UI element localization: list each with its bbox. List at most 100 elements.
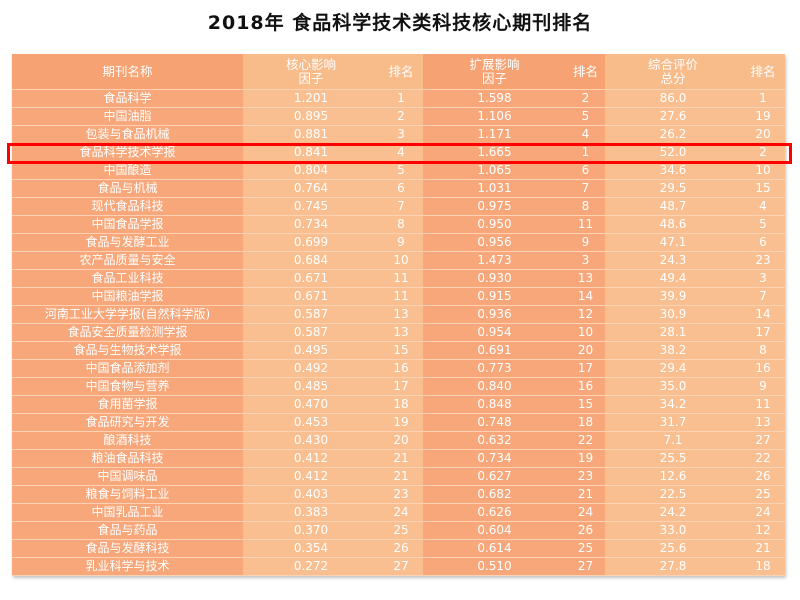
total-score-cell: 48.6	[605, 215, 741, 234]
journal-name-cell: 中国粮油学报	[12, 287, 243, 306]
page-title: 2018年 食品科学技术类科技核心期刊排名	[207, 12, 593, 34]
core-impact-factor-cell: 0.403	[243, 485, 379, 504]
core-impact-factor-cell: 0.492	[243, 359, 379, 378]
table-row: 河南工业大学学报(自然科学版) 0.587 13 0.936 12 30.9 14	[12, 305, 785, 324]
journal-name-cell: 食品安全质量检测学报	[12, 323, 243, 342]
extended-impact-factor-cell: 0.936	[423, 305, 566, 324]
core-impact-factor-cell: 0.881	[243, 125, 379, 144]
core-impact-factor-cell: 0.370	[243, 521, 379, 540]
core-rank-cell: 6	[379, 179, 423, 198]
journal-name-cell: 中国食品学报	[12, 215, 243, 234]
table-row: 中国食物与营养 0.485 17 0.840 16 35.0 9	[12, 377, 785, 396]
core-rank-cell: 3	[379, 125, 423, 144]
core-rank-cell: 8	[379, 215, 423, 234]
total-score-cell: 12.6	[605, 467, 741, 486]
header-ext-rank: 排名	[566, 54, 605, 90]
total-rank-cell: 3	[741, 269, 785, 288]
table-row: 中国粮油学报 0.671 11 0.915 14 39.9 7	[12, 287, 785, 306]
total-score-cell: 31.7	[605, 413, 741, 432]
header-row: 期刊名称 核心影响 因子 排名 扩展影响 因子 排名 综合评价 总分 排名	[12, 54, 785, 90]
extended-impact-factor-cell: 0.614	[423, 539, 566, 558]
table-row: 中国酿造 0.804 5 1.065 6 34.6 10	[12, 161, 785, 180]
journal-name-cell: 农产品质量与安全	[12, 251, 243, 270]
core-rank-cell: 20	[379, 431, 423, 450]
extended-impact-factor-cell: 0.734	[423, 449, 566, 468]
table-row: 中国食品添加剂 0.492 16 0.773 17 29.4 16	[12, 359, 785, 378]
table-row: 食品与发酵工业 0.699 9 0.956 9 47.1 6	[12, 233, 785, 252]
extended-impact-factor-cell: 0.954	[423, 323, 566, 342]
extended-impact-factor-cell: 0.848	[423, 395, 566, 414]
total-rank-cell: 1	[741, 89, 785, 108]
table-row: 粮油食品科技 0.412 21 0.734 19 25.5 22	[12, 449, 785, 468]
core-rank-cell: 23	[379, 485, 423, 504]
header-total-rank: 排名	[741, 54, 785, 90]
table-row: 中国调味品 0.412 21 0.627 23 12.6 26	[12, 467, 785, 486]
core-impact-factor-cell: 0.745	[243, 197, 379, 216]
total-rank-cell: 8	[741, 341, 785, 360]
core-impact-factor-cell: 0.485	[243, 377, 379, 396]
extended-rank-cell: 12	[566, 305, 605, 324]
core-rank-cell: 16	[379, 359, 423, 378]
journal-name-cell: 中国油脂	[12, 107, 243, 126]
total-rank-cell: 13	[741, 413, 785, 432]
extended-rank-cell: 18	[566, 413, 605, 432]
journal-name-cell: 食品研究与开发	[12, 413, 243, 432]
extended-rank-cell: 23	[566, 467, 605, 486]
total-rank-cell: 19	[741, 107, 785, 126]
core-rank-cell: 7	[379, 197, 423, 216]
extended-impact-factor-cell: 0.627	[423, 467, 566, 486]
extended-impact-factor-cell: 0.950	[423, 215, 566, 234]
total-score-cell: 49.4	[605, 269, 741, 288]
header-ext-if-line2: 因子	[481, 70, 507, 86]
total-score-cell: 25.5	[605, 449, 741, 468]
total-rank-cell: 16	[741, 359, 785, 378]
core-impact-factor-cell: 0.841	[243, 143, 379, 162]
core-impact-factor-cell: 0.587	[243, 323, 379, 342]
total-rank-cell: 17	[741, 323, 785, 342]
total-rank-cell: 6	[741, 233, 785, 252]
extended-impact-factor-cell: 1.171	[423, 125, 566, 144]
extended-rank-cell: 26	[566, 521, 605, 540]
total-score-cell: 24.3	[605, 251, 741, 270]
extended-rank-cell: 27	[566, 557, 605, 576]
extended-impact-factor-cell: 1.065	[423, 161, 566, 180]
total-rank-cell: 14	[741, 305, 785, 324]
total-rank-cell: 26	[741, 467, 785, 486]
table-row: 食品研究与开发 0.453 19 0.748 18 31.7 13	[12, 413, 785, 432]
core-rank-cell: 11	[379, 287, 423, 306]
table-row: 食品科学 1.201 1 1.598 2 86.0 1	[12, 89, 785, 108]
extended-rank-cell: 17	[566, 359, 605, 378]
total-score-cell: 86.0	[605, 89, 741, 108]
extended-rank-cell: 9	[566, 233, 605, 252]
core-rank-cell: 27	[379, 557, 423, 576]
extended-impact-factor-cell: 0.748	[423, 413, 566, 432]
core-impact-factor-cell: 0.804	[243, 161, 379, 180]
extended-rank-cell: 4	[566, 125, 605, 144]
extended-impact-factor-cell: 0.915	[423, 287, 566, 306]
core-rank-cell: 17	[379, 377, 423, 396]
journal-name-cell: 包装与食品机械	[12, 125, 243, 144]
journal-name-cell: 河南工业大学学报(自然科学版)	[12, 305, 243, 324]
table-row: 食品与生物技术学报 0.495 15 0.691 20 38.2 8	[12, 341, 785, 360]
table-row: 酿酒科技 0.430 20 0.632 22 7.1 27	[12, 431, 785, 450]
journal-name-cell: 中国乳品工业	[12, 503, 243, 522]
extended-rank-cell: 15	[566, 395, 605, 414]
total-rank-cell: 5	[741, 215, 785, 234]
total-rank-cell: 24	[741, 503, 785, 522]
extended-impact-factor-cell: 0.840	[423, 377, 566, 396]
core-impact-factor-cell: 1.201	[243, 89, 379, 108]
extended-impact-factor-cell: 0.930	[423, 269, 566, 288]
journal-name-cell: 现代食品科技	[12, 197, 243, 216]
total-score-cell: 34.2	[605, 395, 741, 414]
core-impact-factor-cell: 0.383	[243, 503, 379, 522]
header-core-if-line2: 因子	[298, 70, 324, 86]
core-rank-cell: 21	[379, 449, 423, 468]
core-impact-factor-cell: 0.587	[243, 305, 379, 324]
total-rank-cell: 23	[741, 251, 785, 270]
core-impact-factor-cell: 0.453	[243, 413, 379, 432]
table-row: 食品工业科技 0.671 11 0.930 13 49.4 3	[12, 269, 785, 288]
table-row: 中国食品学报 0.734 8 0.950 11 48.6 5	[12, 215, 785, 234]
total-rank-cell: 11	[741, 395, 785, 414]
journal-name-cell: 粮油食品科技	[12, 449, 243, 468]
total-rank-cell: 15	[741, 179, 785, 198]
